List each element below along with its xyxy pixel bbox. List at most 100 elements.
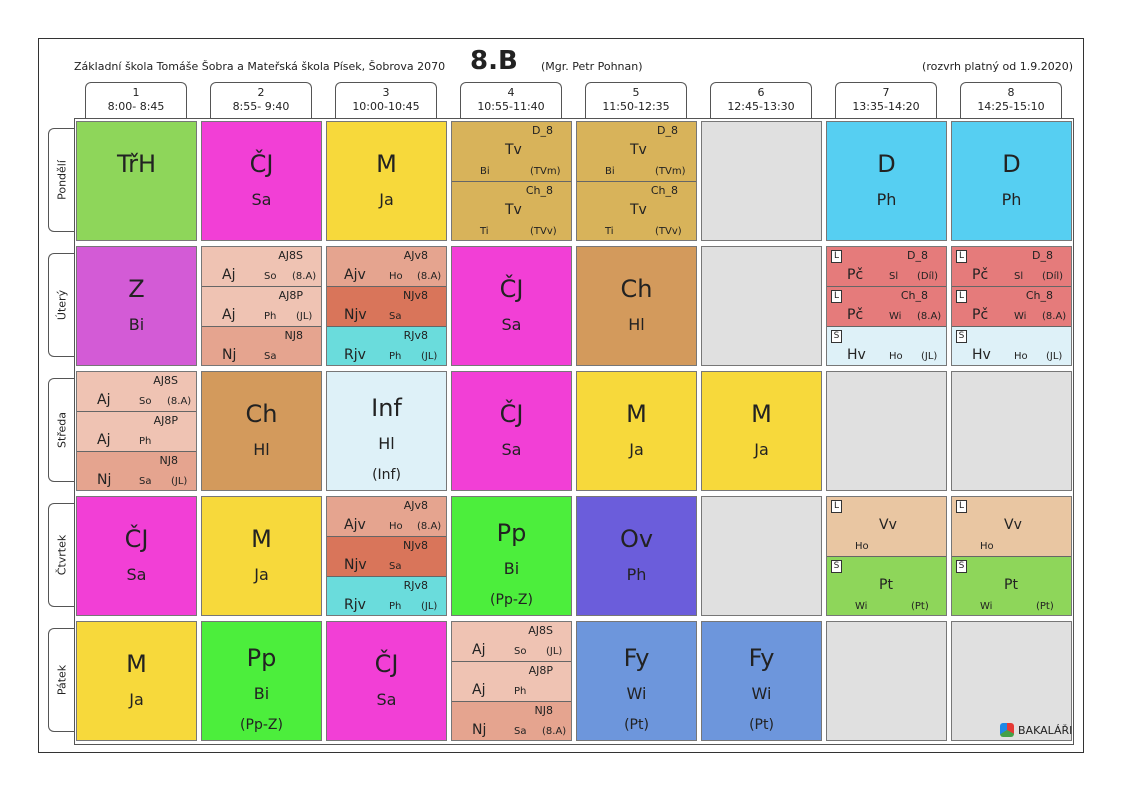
split-lesson-cell[interactable]: AJ8S Aj So (8.A) AJ8P Aj Ph NJ8 Nj Sa (JL) (76, 371, 197, 491)
group-lesson[interactable]: Ch_8 Tv Ti (TVv) (452, 182, 571, 240)
group-name: AJv8 (403, 249, 428, 262)
lesson-cell[interactable]: M Ja (326, 121, 447, 241)
empty-slot (951, 371, 1072, 491)
lesson-cell[interactable]: M Ja (576, 371, 697, 491)
lesson-cell[interactable]: Z Bi (76, 246, 197, 366)
period-header-1: 1 8:00- 8:45 (85, 82, 187, 118)
group-lesson[interactable]: Ch_8 Tv Ti (TVv) (577, 182, 696, 240)
group-lesson[interactable]: AJ8P Aj Ph (77, 412, 196, 452)
room: Ti (605, 226, 614, 237)
group-lesson[interactable]: S Hv Ho (JL) (827, 327, 946, 365)
subject: Vv (879, 517, 897, 533)
split-lesson-cell[interactable]: D_8 Tv Bi (TVm) Ch_8 Tv Ti (TVv) (451, 121, 572, 241)
group-lesson[interactable]: NJ8 Nj Sa (202, 327, 321, 365)
room: Ti (480, 226, 489, 237)
subject: Aj (472, 682, 486, 698)
subject: ČJ (499, 275, 524, 303)
group-lesson[interactable]: L Vv Ho (952, 497, 1071, 557)
room: Sa (264, 351, 277, 362)
lesson-cell[interactable]: ČJ Sa (326, 621, 447, 741)
room: Ja (254, 565, 269, 584)
group-lesson[interactable]: L Vv Ho (827, 497, 946, 557)
group-lesson[interactable]: S Pt Wi (Pt) (952, 557, 1071, 615)
group-lesson[interactable]: AJ8S Aj So (8.A) (77, 372, 196, 412)
group-lesson[interactable]: NJ8 Nj Sa (JL) (77, 452, 196, 490)
subject: Pč (847, 267, 864, 283)
group-lesson[interactable]: AJ8P Aj Ph (JL) (202, 287, 321, 327)
split-lesson-cell[interactable]: L Vv Ho S Pt Wi (Pt) (951, 496, 1072, 616)
lesson-cell[interactable]: Ov Ph (576, 496, 697, 616)
split-lesson-cell[interactable]: L D_8 Pč Sl (Díl) L Ch_8 Pč Wi (8.A) S Hv Ho (JL) (951, 246, 1072, 366)
group-lesson[interactable]: AJ8P Aj Ph (452, 662, 571, 702)
subject: M (126, 650, 147, 678)
lesson-cell[interactable]: Pp Bi (Pp-Z) (451, 496, 572, 616)
subject: Pt (1004, 577, 1018, 593)
subject: Nj (222, 347, 237, 363)
lesson-type-tag: L (956, 500, 967, 513)
lesson-cell[interactable]: Fy Wi (Pt) (701, 621, 822, 741)
subject: M (376, 150, 397, 178)
split-lesson-cell[interactable]: AJ8S Aj So (8.A) AJ8P Aj Ph (JL) NJ8 Nj Sa (201, 246, 322, 366)
period-time: 11:50-12:35 (602, 100, 670, 113)
group-name: RJv8 (403, 329, 428, 342)
group-lesson[interactable]: RJv8 Rjv Ph (JL) (327, 577, 446, 615)
group-lesson[interactable]: AJ8S Aj So (JL) (452, 622, 571, 662)
group-lesson[interactable]: L Ch_8 Pč Wi (8.A) (827, 287, 946, 327)
subject: ČJ (249, 150, 274, 178)
lesson-cell[interactable]: TřH (76, 121, 197, 241)
subject: Aj (97, 432, 111, 448)
group-lesson[interactable]: NJv8 Njv Sa (327, 537, 446, 577)
lesson-cell[interactable]: Pp Bi (Pp-Z) (201, 621, 322, 741)
split-lesson-cell[interactable]: AJv8 Ajv Ho (8.A) NJv8 Njv Sa RJv8 Rjv Ph (JL) (326, 246, 447, 366)
period-header-5: 5 11:50-12:35 (585, 82, 687, 118)
lesson-cell[interactable]: M Ja (701, 371, 822, 491)
lesson-type-tag: L (831, 500, 842, 513)
group-lesson[interactable]: AJv8 Ajv Ho (8.A) (327, 497, 446, 537)
lesson-cell[interactable]: ČJ Sa (451, 371, 572, 491)
room: Ja (129, 690, 144, 709)
group-lesson[interactable]: D_8 Tv Bi (TVm) (577, 122, 696, 182)
room: Hl (628, 315, 645, 334)
lesson-cell[interactable]: ČJ Sa (76, 496, 197, 616)
subject: Inf (371, 394, 402, 422)
group-lesson[interactable]: NJv8 Njv Sa (327, 287, 446, 327)
room: Hl (253, 440, 270, 459)
group-lesson[interactable]: RJv8 Rjv Ph (JL) (327, 327, 446, 365)
lesson-cell[interactable]: M Ja (76, 621, 197, 741)
room: Ho (889, 351, 903, 362)
split-lesson-cell[interactable]: AJv8 Ajv Ho (8.A) NJv8 Njv Sa RJv8 Rjv Ph (JL) (326, 496, 447, 616)
group-lesson[interactable]: NJ8 Nj Sa (8.A) (452, 702, 571, 740)
group-lesson[interactable]: S Hv Ho (JL) (952, 327, 1071, 365)
lesson-cell[interactable]: D Ph (826, 121, 947, 241)
lesson-type-tag: L (831, 290, 842, 303)
subject: Vv (1004, 517, 1022, 533)
room: Ho (855, 541, 869, 552)
lesson-cell[interactable]: Ch Hl (576, 246, 697, 366)
lesson-cell[interactable]: M Ja (201, 496, 322, 616)
group-name: AJ8P (528, 664, 553, 677)
lesson-cell[interactable]: Inf Hl (Inf) (326, 371, 447, 491)
subject: Pt (879, 577, 893, 593)
split-lesson-cell[interactable]: L D_8 Pč Sl (Díl) L Ch_8 Pč Wi (8.A) S Hv Ho (JL) (826, 246, 947, 366)
group-lesson[interactable]: AJ8S Aj So (8.A) (202, 247, 321, 287)
split-lesson-cell[interactable]: L Vv Ho S Pt Wi (Pt) (826, 496, 947, 616)
group-lesson[interactable]: L D_8 Pč Sl (Díl) (952, 247, 1071, 287)
split-lesson-cell[interactable]: AJ8S Aj So (JL) AJ8P Aj Ph NJ8 Nj Sa (8.A) (451, 621, 572, 741)
lesson-cell[interactable]: Ch Hl (201, 371, 322, 491)
group-lesson[interactable]: D_8 Tv Bi (TVm) (452, 122, 571, 182)
group-lesson[interactable]: S Pt Wi (Pt) (827, 557, 946, 615)
room: Bi (605, 166, 615, 177)
subject: Tv (505, 202, 522, 218)
group-lesson[interactable]: L D_8 Pč Sl (Díl) (827, 247, 946, 287)
group-name: Ch_8 (900, 289, 928, 302)
room: Ph (139, 436, 152, 447)
group-lesson[interactable]: AJv8 Ajv Ho (8.A) (327, 247, 446, 287)
lesson-cell[interactable]: D Ph (951, 121, 1072, 241)
split-lesson-cell[interactable]: D_8 Tv Bi (TVm) Ch_8 Tv Ti (TVv) (576, 121, 697, 241)
lesson-cell[interactable]: Fy Wi (Pt) (576, 621, 697, 741)
subject: Ov (619, 525, 654, 553)
lesson-cell[interactable]: ČJ Sa (201, 121, 322, 241)
group-lesson[interactable]: L Ch_8 Pč Wi (8.A) (952, 287, 1071, 327)
group-note: (TVm) (655, 166, 686, 177)
lesson-cell[interactable]: ČJ Sa (451, 246, 572, 366)
